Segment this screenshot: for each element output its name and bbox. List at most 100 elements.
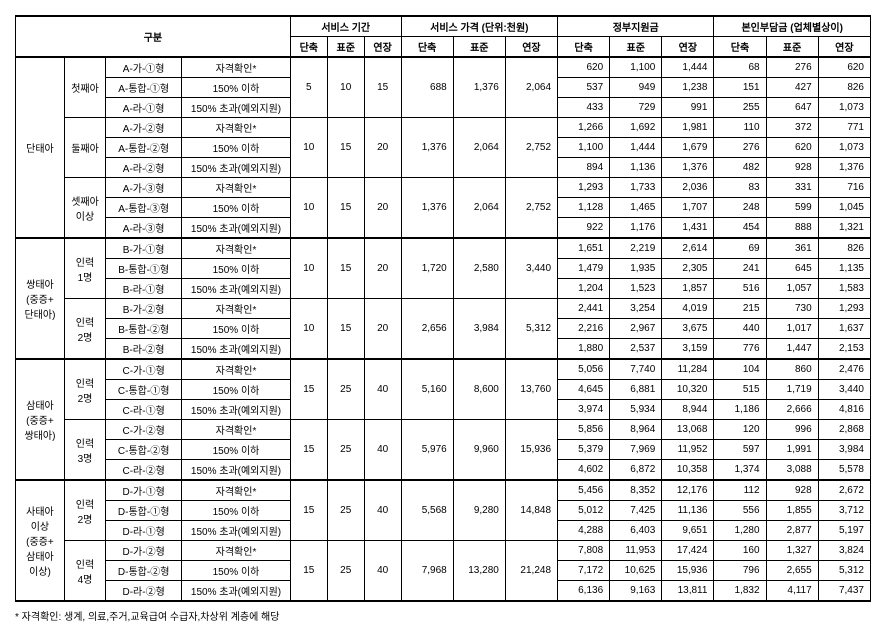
self-cell: 68 <box>714 57 766 78</box>
price-cell: 8,600 <box>453 359 505 420</box>
subcategory-cell: 인력 1명 <box>64 238 105 299</box>
self-cell: 1,719 <box>766 380 818 400</box>
self-cell: 5,578 <box>818 460 870 481</box>
criteria-cell: 150% 이하 <box>182 501 291 521</box>
gov-cell: 11,952 <box>662 440 714 460</box>
h-ext: 연장 <box>505 37 557 58</box>
gov-cell: 2,967 <box>610 319 662 339</box>
price-cell: 1,376 <box>453 57 505 118</box>
criteria-cell: 150% 이하 <box>182 319 291 339</box>
h-std: 표준 <box>610 37 662 58</box>
price-cell: 2,752 <box>505 178 557 239</box>
criteria-cell: 자격확인* <box>182 299 291 319</box>
gov-cell: 6,403 <box>610 521 662 541</box>
self-cell: 215 <box>714 299 766 319</box>
gov-cell: 13,811 <box>662 581 714 602</box>
criteria-cell: 자격확인* <box>182 359 291 380</box>
header-gov: 정부지원금 <box>558 16 714 37</box>
gov-cell: 11,136 <box>662 501 714 521</box>
price-cell: 5,976 <box>401 420 453 481</box>
criteria-cell: 자격확인* <box>182 420 291 440</box>
price-cell: 15,936 <box>505 420 557 481</box>
self-cell: 1,293 <box>818 299 870 319</box>
subcategory-cell: 인력 3명 <box>64 420 105 481</box>
self-cell: 928 <box>766 158 818 178</box>
criteria-cell: 150% 이하 <box>182 138 291 158</box>
gov-cell: 1,935 <box>610 259 662 279</box>
price-cell: 2,064 <box>505 57 557 118</box>
gov-cell: 1,128 <box>558 198 610 218</box>
h-short: 단축 <box>401 37 453 58</box>
period-cell: 10 <box>327 57 364 118</box>
price-cell: 9,280 <box>453 480 505 541</box>
type-cell: A-가-③형 <box>106 178 182 198</box>
self-cell: 104 <box>714 359 766 380</box>
subcategory-cell: 첫째아 <box>64 57 105 118</box>
h-ext: 연장 <box>818 37 870 58</box>
self-cell: 276 <box>766 57 818 78</box>
period-cell: 15 <box>290 420 327 481</box>
gov-cell: 1,523 <box>610 279 662 299</box>
self-cell: 5,197 <box>818 521 870 541</box>
gov-cell: 4,288 <box>558 521 610 541</box>
period-cell: 20 <box>364 118 401 178</box>
period-cell: 40 <box>364 541 401 602</box>
type-cell: B-통합-①형 <box>106 259 182 279</box>
category-cell: 단태아 <box>16 57 65 238</box>
type-cell: C-라-②형 <box>106 460 182 481</box>
gov-cell: 2,614 <box>662 238 714 259</box>
self-cell: 1,855 <box>766 501 818 521</box>
gov-cell: 1,479 <box>558 259 610 279</box>
type-cell: B-통합-②형 <box>106 319 182 339</box>
gov-cell: 922 <box>558 218 610 239</box>
self-cell: 645 <box>766 259 818 279</box>
self-cell: 515 <box>714 380 766 400</box>
self-cell: 69 <box>714 238 766 259</box>
self-cell: 2,153 <box>818 339 870 360</box>
self-cell: 2,877 <box>766 521 818 541</box>
criteria-cell: 150% 초과(예외지원) <box>182 460 291 481</box>
gov-cell: 1,293 <box>558 178 610 198</box>
criteria-cell: 150% 초과(예외지원) <box>182 218 291 239</box>
gov-cell: 729 <box>610 98 662 118</box>
gov-cell: 1,981 <box>662 118 714 138</box>
price-cell: 688 <box>401 57 453 118</box>
gov-cell: 9,163 <box>610 581 662 602</box>
self-cell: 516 <box>714 279 766 299</box>
price-cell: 5,160 <box>401 359 453 420</box>
type-cell: D-라-②형 <box>106 581 182 602</box>
gov-cell: 10,358 <box>662 460 714 481</box>
gov-cell: 7,425 <box>610 501 662 521</box>
type-cell: B-가-②형 <box>106 299 182 319</box>
type-cell: D-라-①형 <box>106 521 182 541</box>
price-cell: 3,440 <box>505 238 557 299</box>
subcategory-cell: 인력 2명 <box>64 359 105 420</box>
self-cell: 2,476 <box>818 359 870 380</box>
criteria-cell: 자격확인* <box>182 480 291 501</box>
self-cell: 3,984 <box>818 440 870 460</box>
gov-cell: 5,856 <box>558 420 610 440</box>
category-cell: 사태아 이상 (중증+ 삼태아 이상) <box>16 480 65 601</box>
h-std: 표준 <box>453 37 505 58</box>
h-short: 단축 <box>558 37 610 58</box>
header-gubun: 구분 <box>16 16 291 57</box>
self-cell: 1,186 <box>714 400 766 420</box>
gov-cell: 3,675 <box>662 319 714 339</box>
self-cell: 331 <box>766 178 818 198</box>
self-cell: 2,666 <box>766 400 818 420</box>
price-cell: 14,848 <box>505 480 557 541</box>
subcategory-cell: 둘째아 <box>64 118 105 178</box>
gov-cell: 4,019 <box>662 299 714 319</box>
gov-cell: 2,219 <box>610 238 662 259</box>
self-cell: 1,280 <box>714 521 766 541</box>
self-cell: 3,712 <box>818 501 870 521</box>
self-cell: 716 <box>818 178 870 198</box>
gov-cell: 3,974 <box>558 400 610 420</box>
self-cell: 826 <box>818 238 870 259</box>
self-cell: 647 <box>766 98 818 118</box>
price-cell: 2,752 <box>505 118 557 178</box>
type-cell: A-라-②형 <box>106 158 182 178</box>
gov-cell: 1,465 <box>610 198 662 218</box>
period-cell: 20 <box>364 178 401 239</box>
gov-cell: 1,857 <box>662 279 714 299</box>
